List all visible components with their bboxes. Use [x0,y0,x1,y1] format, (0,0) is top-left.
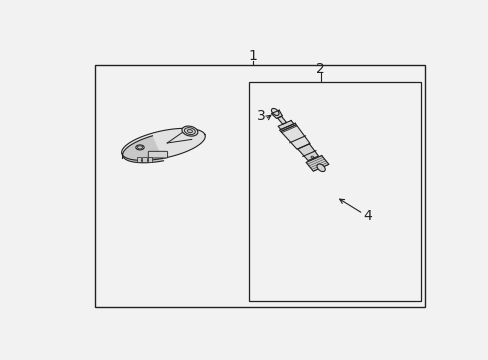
Polygon shape [271,110,282,118]
Text: 2: 2 [316,62,325,76]
Bar [248,82,420,301]
Polygon shape [278,121,293,130]
Ellipse shape [271,108,279,116]
Ellipse shape [316,164,325,172]
FancyBboxPatch shape [148,151,167,158]
Polygon shape [305,156,328,171]
Ellipse shape [137,146,142,149]
Ellipse shape [184,128,195,135]
Ellipse shape [136,145,144,150]
Polygon shape [122,136,163,163]
Text: 4: 4 [362,210,371,224]
Polygon shape [279,123,309,149]
Polygon shape [277,116,286,124]
Bar [136,157,141,162]
Bar [95,66,424,307]
Polygon shape [122,129,205,161]
Bar [147,157,152,162]
Bar [142,157,146,162]
Polygon shape [297,144,318,161]
Ellipse shape [187,130,192,133]
Text: 1: 1 [247,49,256,63]
Ellipse shape [310,156,313,158]
Ellipse shape [182,126,198,136]
Text: 3: 3 [256,109,265,123]
